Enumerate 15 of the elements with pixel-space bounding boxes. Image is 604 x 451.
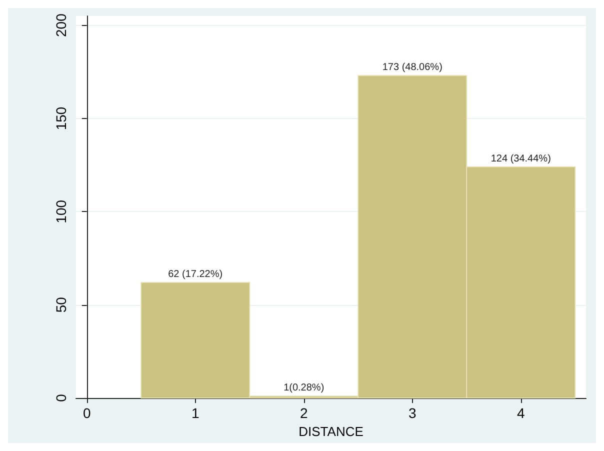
x-tick-label: 4 [516, 405, 525, 421]
data-label: 62 (17.22%) [168, 268, 223, 280]
data-label: 124 (34.44%) [490, 153, 551, 164]
x-tick-label: 3 [408, 405, 416, 421]
y-tick-label: 150 [53, 106, 69, 130]
data-label: 1(0.28%) [284, 382, 324, 394]
x-tick-label: 2 [300, 405, 308, 421]
x-tick-label: 0 [82, 405, 91, 421]
y-tick-label: 100 [53, 200, 69, 224]
x-axis-title: DISTANCE [298, 424, 364, 439]
y-tick-label: 0 [53, 394, 69, 402]
data-label: 173 (48.06%) [382, 62, 442, 74]
y-tick-label: 50 [53, 296, 69, 313]
x-tick-label: 1 [191, 405, 200, 421]
y-tick-label: 200 [53, 13, 69, 37]
